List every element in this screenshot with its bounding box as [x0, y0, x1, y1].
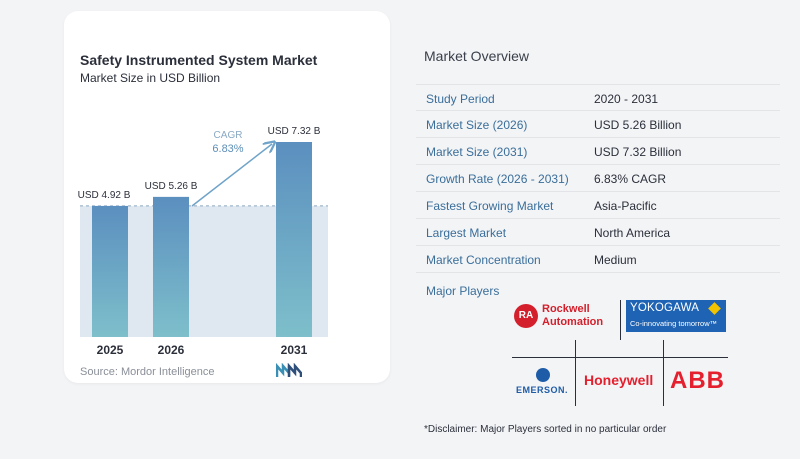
overview-row: Growth Rate (2026 - 2031) 6.83% CAGR — [416, 165, 780, 192]
yokogawa-diamond-icon — [708, 302, 721, 315]
overview-value: USD 7.32 Billion — [594, 145, 682, 159]
data-label-2026: USD 5.26 B — [145, 181, 198, 192]
yokogawa-logo: YOKOGAWA Co-innovating tomorrow™ — [626, 300, 726, 332]
bar-2026 — [153, 196, 189, 337]
overview-label: Market Size (2031) — [426, 145, 528, 159]
overview-title: Market Overview — [424, 48, 530, 64]
cagr-arrow — [191, 144, 272, 207]
players-divider — [575, 340, 576, 406]
players-divider — [663, 340, 664, 406]
cagr-value: 6.83% — [212, 143, 243, 155]
overview-label: Study Period — [426, 92, 495, 106]
rockwell-wordmark: Rockwell Automation — [542, 303, 603, 329]
overview-value: 6.83% CAGR — [594, 172, 667, 186]
emerson-globe-icon — [536, 368, 550, 382]
overview-row: Market Size (2031) USD 7.32 Billion — [416, 138, 780, 165]
overview-value: North America — [594, 226, 671, 240]
x-tick-2025: 2025 — [97, 343, 124, 357]
overview-label: Growth Rate (2026 - 2031) — [426, 172, 569, 186]
labels-layer: USD 4.92 B 2025 USD 5.26 B 2026 USD 7.32 B 20… — [78, 126, 321, 357]
chart-subtitle: Market Size in USD Billion — [80, 71, 221, 85]
data-label-2031: USD 7.32 B — [268, 126, 321, 137]
cagr-label: CAGR — [214, 130, 243, 141]
overview-row: Study Period 2020 - 2031 — [416, 84, 780, 111]
overview-label: Largest Market — [426, 226, 507, 240]
bar-chart: USD 4.92 B 2025 USD 5.26 B 2026 USD 7.32 B 20… — [78, 126, 328, 357]
overview-value: USD 5.26 Billion — [594, 118, 682, 132]
overview-value: Medium — [594, 253, 637, 267]
honeywell-logo: Honeywell — [584, 372, 654, 388]
x-tick-2031: 2031 — [281, 343, 308, 357]
yokogawa-tagline: Co-innovating tomorrow™ — [630, 319, 718, 328]
overview-label: Fastest Growing Market — [426, 199, 554, 213]
x-tick-2026: 2026 — [158, 343, 185, 357]
rockwell-line2: Automation — [542, 316, 604, 328]
mordor-logo-icon — [276, 363, 302, 377]
chart-title: Safety Instrumented System Market — [80, 52, 318, 68]
players-title: Major Players — [426, 284, 500, 298]
bar-2025 — [92, 205, 128, 337]
rockwell-badge-icon: RA — [514, 304, 538, 328]
emerson-wordmark: EMERSON. — [516, 385, 569, 395]
overview-row: Largest Market North America — [416, 219, 780, 246]
overview-value: Asia-Pacific — [594, 199, 657, 213]
yokogawa-wordmark: YOKOGAWA — [630, 302, 700, 314]
rockwell-line1: Rockwell — [542, 303, 590, 315]
disclaimer: *Disclaimer: Major Players sorted in no … — [424, 424, 667, 435]
overview-row: Market Size (2026) USD 5.26 Billion — [416, 111, 780, 138]
bar-2031 — [276, 142, 312, 337]
overview-label: Market Size (2026) — [426, 118, 528, 132]
bars-layer — [80, 142, 328, 337]
overview-label: Market Concentration — [426, 253, 541, 267]
players-divider — [512, 357, 728, 358]
data-label-2025: USD 4.92 B — [78, 190, 131, 201]
chart-source: Source: Mordor Intelligence — [80, 366, 215, 378]
players-divider — [620, 300, 621, 340]
overview-row: Fastest Growing Market Asia-Pacific — [416, 192, 780, 219]
emerson-logo: EMERSON. — [512, 368, 574, 400]
abb-logo: ABB — [670, 367, 725, 394]
rockwell-automation-logo: RA Rockwell Automation — [514, 300, 620, 332]
overview-value: 2020 - 2031 — [594, 92, 659, 106]
overview-row: Market Concentration Medium — [416, 246, 780, 273]
